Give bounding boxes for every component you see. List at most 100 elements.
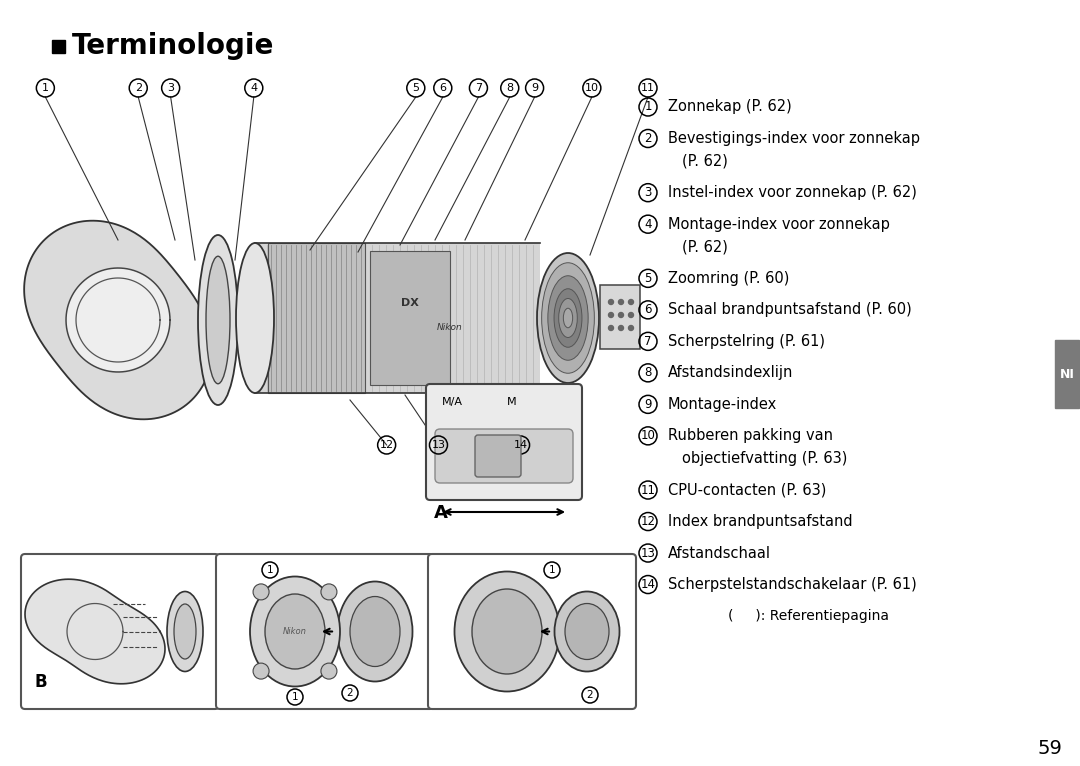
- FancyBboxPatch shape: [216, 554, 434, 709]
- Ellipse shape: [565, 604, 609, 660]
- Polygon shape: [25, 579, 165, 684]
- Circle shape: [608, 326, 613, 330]
- Circle shape: [608, 300, 613, 305]
- Text: (P. 62): (P. 62): [681, 239, 728, 254]
- Text: Bevestigings-index voor zonnekap: Bevestigings-index voor zonnekap: [669, 131, 920, 146]
- Text: Zonnekap (P. 62): Zonnekap (P. 62): [669, 100, 792, 114]
- Ellipse shape: [564, 308, 572, 328]
- Ellipse shape: [337, 581, 413, 682]
- Text: Montage-index voor zonnekap: Montage-index voor zonnekap: [669, 217, 890, 231]
- FancyBboxPatch shape: [600, 285, 640, 349]
- Text: Montage-index: Montage-index: [669, 397, 778, 412]
- Text: 3: 3: [645, 186, 651, 199]
- Circle shape: [321, 584, 337, 600]
- Ellipse shape: [548, 276, 589, 360]
- Ellipse shape: [537, 253, 599, 383]
- Text: 10: 10: [585, 83, 598, 93]
- Text: M: M: [508, 397, 517, 407]
- Text: Afstandschaal: Afstandschaal: [669, 545, 771, 561]
- Ellipse shape: [455, 571, 559, 692]
- Text: Scherpstelstandschakelaar (P. 61): Scherpstelstandschakelaar (P. 61): [669, 577, 917, 592]
- Text: CPU-contacten (P. 63): CPU-contacten (P. 63): [669, 483, 826, 498]
- FancyBboxPatch shape: [428, 554, 636, 709]
- Circle shape: [629, 326, 634, 330]
- Polygon shape: [24, 221, 212, 419]
- Text: (P. 62): (P. 62): [681, 154, 728, 169]
- Text: 59: 59: [1038, 738, 1063, 758]
- Text: 12: 12: [379, 440, 394, 450]
- Text: 2: 2: [586, 690, 593, 700]
- Text: Scherpstelring (P. 61): Scherpstelring (P. 61): [669, 334, 825, 349]
- Bar: [370, 251, 450, 385]
- Text: (     ): Referentiepagina: ( ): Referentiepagina: [728, 609, 889, 623]
- Ellipse shape: [237, 243, 274, 393]
- Text: objectiefvatting (P. 63): objectiefvatting (P. 63): [681, 451, 848, 466]
- Bar: [268, 243, 365, 393]
- Circle shape: [253, 584, 269, 600]
- Text: 7: 7: [475, 83, 482, 93]
- FancyBboxPatch shape: [475, 435, 521, 477]
- Text: Instel-index voor zonnekap (P. 62): Instel-index voor zonnekap (P. 62): [669, 185, 917, 200]
- Text: M/A: M/A: [442, 397, 462, 407]
- Text: 2: 2: [645, 132, 651, 145]
- Text: 13: 13: [640, 546, 656, 559]
- Text: 1: 1: [292, 692, 298, 702]
- Text: 9: 9: [531, 83, 538, 93]
- Text: 8: 8: [507, 83, 513, 93]
- Text: Terminologie: Terminologie: [72, 32, 274, 61]
- Text: Schaal brandpuntsafstand (P. 60): Schaal brandpuntsafstand (P. 60): [669, 303, 912, 317]
- Circle shape: [608, 313, 613, 317]
- FancyBboxPatch shape: [426, 384, 582, 500]
- Circle shape: [629, 313, 634, 317]
- Text: 4: 4: [645, 218, 651, 231]
- Ellipse shape: [167, 591, 203, 672]
- Polygon shape: [66, 268, 170, 372]
- Text: A: A: [434, 504, 448, 522]
- Text: 8: 8: [645, 366, 651, 379]
- Text: 5: 5: [413, 83, 419, 93]
- Text: 14: 14: [513, 440, 528, 450]
- Text: 11: 11: [640, 483, 656, 496]
- Text: 1: 1: [549, 565, 555, 575]
- FancyBboxPatch shape: [435, 429, 573, 483]
- Circle shape: [321, 663, 337, 679]
- Circle shape: [253, 663, 269, 679]
- Text: B: B: [35, 673, 48, 691]
- Text: DX: DX: [401, 298, 419, 308]
- Circle shape: [629, 300, 634, 305]
- Text: NI: NI: [1059, 368, 1075, 381]
- Ellipse shape: [198, 235, 238, 405]
- Text: Zoomring (P. 60): Zoomring (P. 60): [669, 271, 789, 286]
- Text: 10: 10: [640, 430, 656, 442]
- Bar: [255, 243, 540, 393]
- Text: Afstandsindexlijn: Afstandsindexlijn: [669, 365, 794, 381]
- Text: 2: 2: [347, 688, 353, 698]
- Text: 11: 11: [642, 83, 654, 93]
- Circle shape: [619, 300, 623, 305]
- Bar: [52, 40, 65, 53]
- Text: 6: 6: [645, 303, 651, 316]
- Text: 9: 9: [645, 398, 651, 411]
- Ellipse shape: [472, 589, 542, 674]
- Ellipse shape: [350, 597, 400, 666]
- Text: 6: 6: [440, 83, 446, 93]
- Ellipse shape: [249, 577, 340, 686]
- Text: 1: 1: [645, 100, 651, 113]
- Ellipse shape: [558, 299, 578, 338]
- Text: Nikon: Nikon: [437, 323, 463, 332]
- Text: 14: 14: [640, 578, 656, 591]
- Ellipse shape: [554, 591, 620, 672]
- Ellipse shape: [206, 257, 230, 384]
- Text: 4: 4: [251, 83, 257, 93]
- Text: Rubberen pakking van: Rubberen pakking van: [669, 428, 833, 444]
- Text: 1: 1: [267, 565, 273, 575]
- Ellipse shape: [542, 263, 594, 373]
- Bar: [1055, 340, 1079, 408]
- Text: Index brandpuntsafstand: Index brandpuntsafstand: [669, 514, 852, 529]
- Ellipse shape: [174, 604, 195, 659]
- FancyBboxPatch shape: [21, 554, 219, 709]
- Text: 13: 13: [432, 440, 445, 450]
- Ellipse shape: [554, 289, 582, 347]
- Text: 12: 12: [640, 515, 656, 528]
- Circle shape: [619, 313, 623, 317]
